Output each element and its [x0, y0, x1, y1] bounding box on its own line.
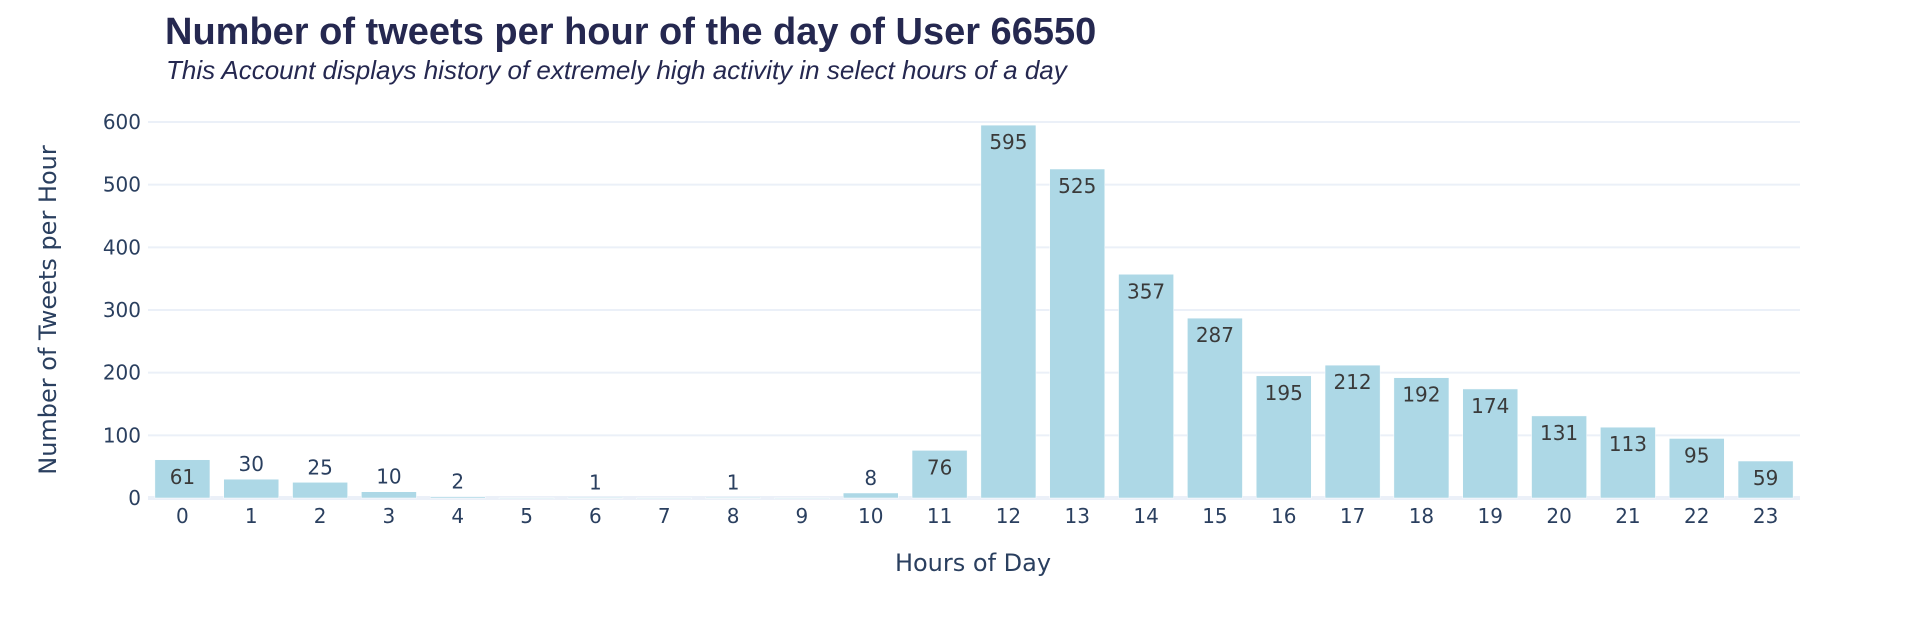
bar-hour-21[interactable]	[1600, 426, 1656, 499]
bar-hour-3[interactable]	[361, 491, 417, 499]
bar-hour-2[interactable]	[292, 482, 348, 499]
bar-data-label: 95	[1684, 443, 1709, 467]
bar-hour-6[interactable]	[567, 497, 624, 499]
bar-hour-5[interactable]	[498, 497, 555, 500]
bar-data-label: 195	[1265, 381, 1303, 405]
x-tick-label: 16	[1271, 504, 1296, 528]
bar-data-label: 287	[1196, 323, 1234, 347]
y-tick-label: 300	[103, 298, 141, 322]
bar-hour-20[interactable]	[1531, 415, 1587, 499]
y-axis-title: Number of Tweets per Hour	[34, 145, 62, 475]
bar-data-label: 131	[1540, 421, 1578, 445]
bar-data-label: 1	[589, 470, 602, 494]
x-tick-label: 4	[451, 504, 464, 528]
bar-hour-4[interactable]	[429, 496, 486, 499]
y-tick-label: 400	[103, 235, 141, 259]
bar-hour-10[interactable]	[842, 492, 899, 499]
bar-hour-7[interactable]	[636, 497, 693, 500]
x-tick-label: 5	[520, 504, 533, 528]
x-tick-label: 3	[383, 504, 396, 528]
y-tick-label: 100	[103, 423, 141, 447]
y-tick-label: 200	[103, 361, 141, 385]
bar-hour-19[interactable]	[1462, 388, 1519, 499]
bar-data-label: 61	[170, 465, 195, 489]
bar-hour-14[interactable]	[1118, 274, 1174, 499]
gridlines	[148, 121, 1800, 500]
x-tick-label: 22	[1684, 504, 1709, 528]
bar-hour-15[interactable]	[1187, 317, 1243, 499]
bar-data-label: 59	[1753, 466, 1778, 490]
bar-hour-13[interactable]	[1049, 168, 1106, 499]
y-tick-label: 600	[103, 110, 141, 134]
x-tick-label: 14	[1133, 504, 1158, 528]
bar-data-label: 30	[239, 452, 264, 476]
bar-data-label: 2	[451, 470, 464, 494]
bar-hour-18[interactable]	[1393, 377, 1450, 499]
bar-data-labels: 61 30 25 10 2 1 1 8 76 595 525 357 287 195 212 192 174 13…	[170, 130, 1779, 494]
bar-hour-22[interactable]	[1668, 438, 1725, 499]
x-tick-label: 19	[1478, 504, 1503, 528]
bar-hour-12[interactable]	[980, 124, 1037, 499]
x-tick-label: 9	[796, 504, 809, 528]
bar-data-label: 1	[727, 470, 740, 494]
x-tick-label: 13	[1065, 504, 1090, 528]
bar-data-label: 525	[1058, 174, 1096, 198]
bar-hour-1[interactable]	[223, 478, 280, 499]
bar-data-label: 192	[1402, 383, 1440, 407]
x-tick-label: 6	[589, 504, 602, 528]
bar-data-label: 113	[1609, 432, 1647, 456]
x-tick-label: 10	[858, 504, 883, 528]
chart-title: Number of tweets per hour of the day of …	[165, 11, 1096, 53]
x-tick-label: 12	[996, 504, 1021, 528]
bar-data-label: 8	[864, 466, 877, 490]
x-axis-ticks: 0 1 2 3 4 5 6 7 8 9 10 11 12 13 14 15 16 17 18 19 20 21 22 23	[176, 504, 1778, 528]
bar-data-label: 25	[307, 455, 332, 479]
bar-hour-8[interactable]	[705, 497, 761, 499]
bar-hour-11[interactable]	[911, 450, 968, 499]
x-tick-label: 20	[1546, 504, 1571, 528]
x-tick-label: 21	[1615, 504, 1640, 528]
x-tick-label: 18	[1409, 504, 1434, 528]
x-tick-label: 8	[727, 504, 740, 528]
bar-hour-0[interactable]	[154, 459, 211, 499]
y-axis-ticks: 0 100 200 300 400 500 600	[103, 110, 141, 510]
x-tick-label: 0	[176, 504, 189, 528]
y-tick-label: 0	[128, 486, 141, 510]
bar-hour-17[interactable]	[1324, 364, 1381, 499]
bar-data-label: 357	[1127, 279, 1165, 303]
bar-data-label: 595	[989, 130, 1027, 154]
x-tick-label: 23	[1753, 504, 1778, 528]
x-tick-label: 11	[927, 504, 952, 528]
bar-hour-16[interactable]	[1255, 375, 1312, 499]
bar-hour-23[interactable]	[1737, 460, 1794, 499]
bar-data-label: 10	[376, 465, 401, 489]
x-tick-label: 17	[1340, 504, 1365, 528]
x-tick-label: 15	[1202, 504, 1227, 528]
bar-data-label: 76	[927, 455, 952, 479]
bar-data-label: 174	[1471, 394, 1509, 418]
y-tick-label: 500	[103, 173, 141, 197]
x-tick-label: 2	[314, 504, 327, 528]
bars	[154, 124, 1794, 500]
x-tick-label: 1	[245, 504, 258, 528]
x-axis-title: Hours of Day	[895, 549, 1051, 577]
x-tick-label: 7	[658, 504, 671, 528]
bar-data-label: 212	[1333, 370, 1371, 394]
bar-hour-9[interactable]	[774, 497, 830, 500]
chart-subtitle: This Account displays history of extreme…	[166, 55, 1069, 85]
